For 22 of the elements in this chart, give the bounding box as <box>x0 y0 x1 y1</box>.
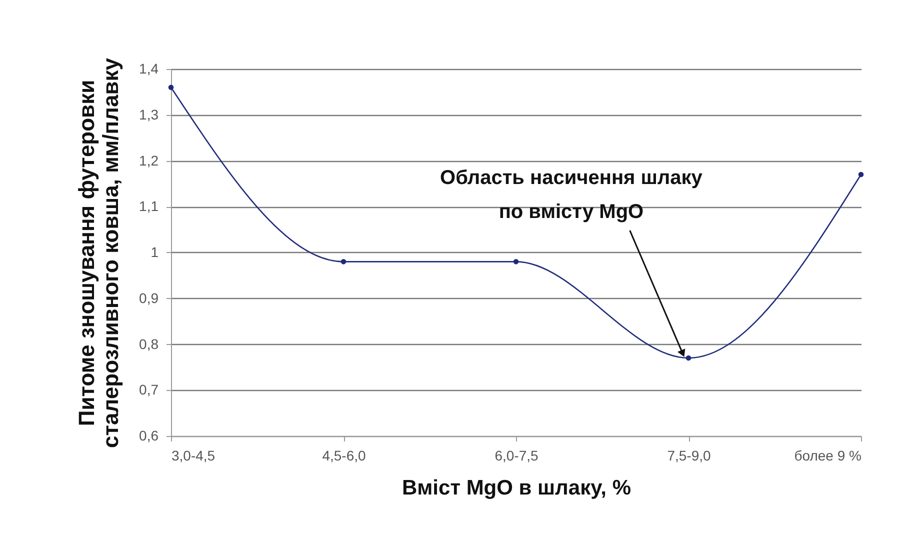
y-axis-title: Питоме зношування футеровки сталерозливного ковша, мм/плавку <box>74 57 124 448</box>
y-tick-label: 1,4 <box>139 60 159 76</box>
y-tick-label: 1 <box>150 244 159 260</box>
y-tick-label: 1,2 <box>139 152 159 168</box>
x-tick-label: более 9 % <box>794 448 862 464</box>
y-tick-label: 0,7 <box>139 382 159 398</box>
point <box>686 355 692 361</box>
y-tick-label: 0,8 <box>139 336 159 352</box>
x-axis-title: Вміст MgO в шлаку, % <box>402 476 632 500</box>
point <box>513 259 519 264</box>
point <box>340 259 346 264</box>
point <box>168 84 174 90</box>
x-tick-label: 4,5-6,0 <box>322 448 366 464</box>
y-tick-label: 0,6 <box>139 428 159 444</box>
x-tick-label: 6,0-7,5 <box>494 448 539 464</box>
y-tick-label: 1,1 <box>139 198 159 214</box>
point <box>858 172 864 178</box>
x-tick-label: 7,5-9,0 <box>667 448 712 464</box>
y-tick-label: 0,9 <box>139 290 159 306</box>
y-tick-label: 1,3 <box>139 106 159 122</box>
x-tick-label: 3,0-4,5 <box>172 448 216 464</box>
annotation: Область насичення шлаку по вмісту MgO <box>440 167 704 224</box>
